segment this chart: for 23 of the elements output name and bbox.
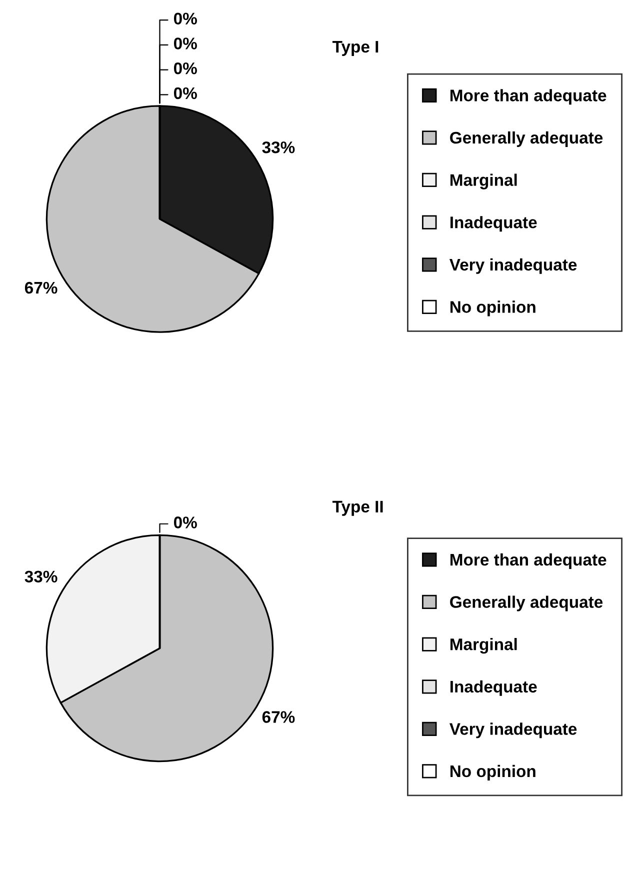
legend-label: More than adequate — [450, 553, 606, 569]
legend-label: Inadequate — [450, 680, 537, 696]
legend-label: Marginal — [450, 638, 517, 654]
legend-label: Very inadequate — [449, 258, 577, 274]
text: 0% — [174, 62, 197, 74]
text: 0% — [174, 87, 197, 100]
legend-label: No opinion — [450, 300, 536, 316]
chart-title: Type I — [332, 41, 378, 56]
data-label: 67% — [262, 711, 295, 723]
legend-label: Generally adequate — [450, 596, 603, 612]
data-label: 67% — [24, 282, 58, 294]
text: 0% — [174, 516, 197, 528]
text: 0% — [174, 38, 197, 50]
legend-label: More than adequate — [450, 89, 606, 105]
legend-label: Very inadequate — [449, 722, 577, 738]
text: 0% — [174, 12, 197, 24]
legend-label: Marginal — [450, 174, 517, 190]
data-label: 33% — [24, 570, 58, 583]
legend-label: Inadequate — [450, 216, 537, 232]
legend-label: Generally adequate — [450, 131, 603, 147]
chart-title: Type II — [332, 500, 383, 516]
legend-label: No opinion — [450, 764, 536, 780]
data-label: 33% — [262, 141, 295, 154]
